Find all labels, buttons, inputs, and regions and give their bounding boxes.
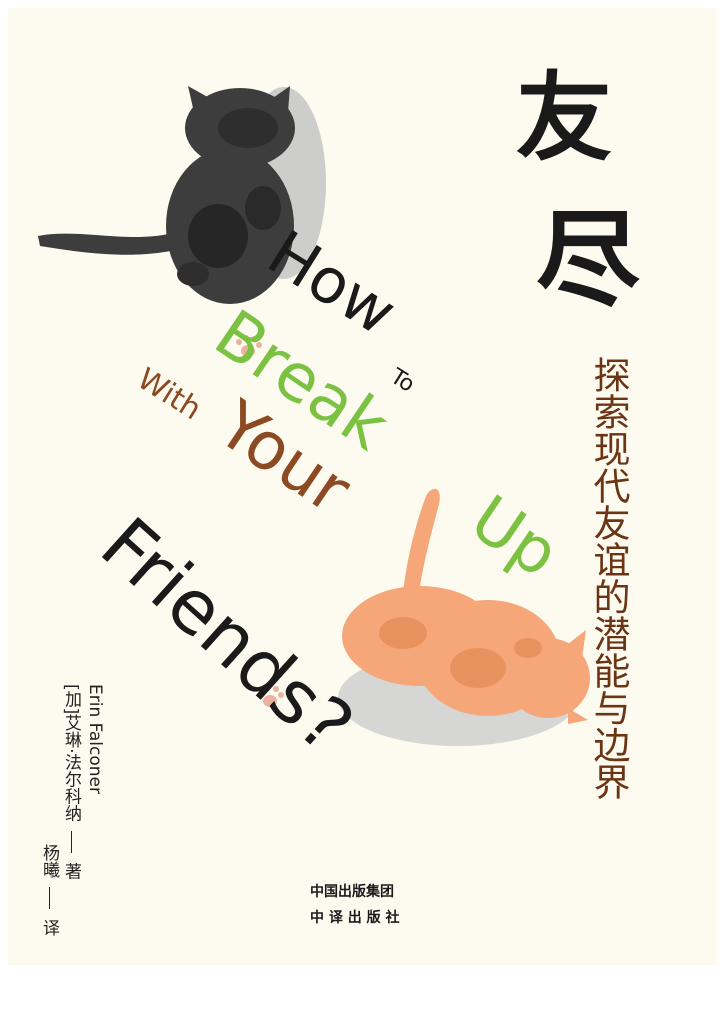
title-char-1: 友 [516, 62, 612, 174]
black-cat-illustration [38, 86, 326, 304]
title-char-2: 尽 [536, 199, 641, 321]
paw-print-icon [236, 335, 262, 357]
author-cn: [加]艾琳·法尔科纳 著 [61, 684, 81, 880]
book-cover: 友 尽 探索现代友谊的潜能与边界 How To Break With Your … [8, 8, 717, 965]
author-en: Erin Falconer [85, 684, 105, 794]
publisher-name: 中 译 出 版 社 [310, 910, 400, 926]
translator: 杨曦 译 [39, 844, 59, 936]
orange-cat-illustration [338, 488, 590, 746]
paw-print-icon [258, 685, 284, 707]
publisher-group: 中国出版集团 [310, 884, 394, 900]
subtitle: 探索现代友谊的潜能与边界 [587, 356, 630, 800]
cover-illustration [38, 86, 590, 746]
